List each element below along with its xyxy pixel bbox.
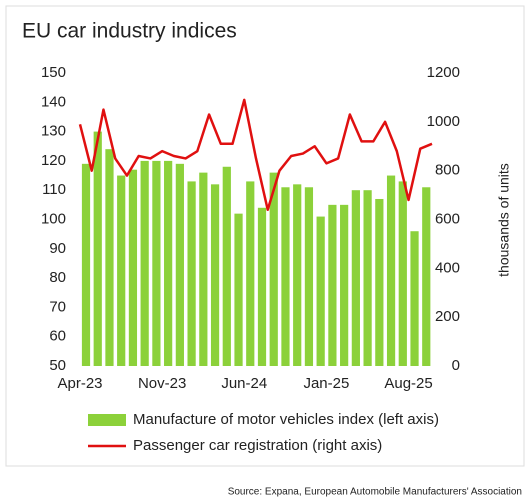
bar <box>210 184 220 366</box>
bar <box>422 187 431 366</box>
bar <box>257 207 267 366</box>
legend-label: Manufacture of motor vehicles index (lef… <box>133 411 439 428</box>
bar <box>386 175 396 366</box>
y2-tick-label: 1000 <box>427 113 460 130</box>
bar <box>375 198 384 366</box>
y-tick-label: 130 <box>41 123 66 140</box>
bar <box>140 160 149 366</box>
y2-axis-label: thousands of units <box>496 163 512 277</box>
x-tick-label: Jun-24 <box>221 375 267 392</box>
bar <box>398 181 407 366</box>
bar <box>117 175 126 366</box>
x-tick-label: Aug-25 <box>384 375 432 392</box>
y-tick-label: 70 <box>49 298 66 315</box>
y-tick-label: 150 <box>41 64 66 81</box>
y-tick-label: 120 <box>41 152 66 169</box>
bar <box>410 231 419 366</box>
bar <box>152 160 161 366</box>
x-tick-label: Nov-23 <box>138 375 186 392</box>
bar <box>105 149 114 366</box>
legend-swatch <box>88 414 126 426</box>
legend-label: Passenger car registration (right axis) <box>133 437 382 454</box>
y-tick-label: 140 <box>41 93 66 110</box>
bar <box>304 187 314 366</box>
bar <box>351 190 360 366</box>
bar <box>328 204 337 366</box>
y-tick-label: 100 <box>41 210 66 227</box>
y-tick-label: 110 <box>42 181 66 198</box>
x-tick-label: Apr-23 <box>57 375 102 392</box>
y2-tick-label: 1200 <box>427 64 460 81</box>
bar <box>93 131 102 366</box>
bar <box>281 187 290 366</box>
bar <box>164 160 173 366</box>
y-tick-label: 90 <box>49 240 66 257</box>
y2-tick-label: 200 <box>435 308 460 325</box>
bar <box>222 166 231 366</box>
y-tick-label: 50 <box>49 357 66 374</box>
bar <box>316 216 325 366</box>
y2-tick-label: 400 <box>435 259 460 276</box>
source: Source: Expana, European Automobile Manu… <box>228 487 522 498</box>
bar <box>187 181 196 366</box>
bar <box>81 163 91 366</box>
y-tick-label: 80 <box>49 269 66 286</box>
x-tick-label: Jan-25 <box>303 375 349 392</box>
y2-tick-label: 800 <box>435 162 460 179</box>
bar <box>199 172 208 366</box>
y2-tick-label: 600 <box>435 210 460 227</box>
bar <box>246 181 255 366</box>
bar <box>340 204 349 366</box>
bar <box>175 163 184 366</box>
line <box>78 98 433 211</box>
bar <box>293 184 302 366</box>
y-tick-label: 60 <box>49 328 66 345</box>
bar <box>269 172 278 366</box>
chart-title: EU car industry indices <box>22 20 237 43</box>
y2-tick-label: 0 <box>452 357 460 374</box>
bar <box>363 190 372 366</box>
bar <box>128 169 138 366</box>
bar <box>234 213 243 366</box>
